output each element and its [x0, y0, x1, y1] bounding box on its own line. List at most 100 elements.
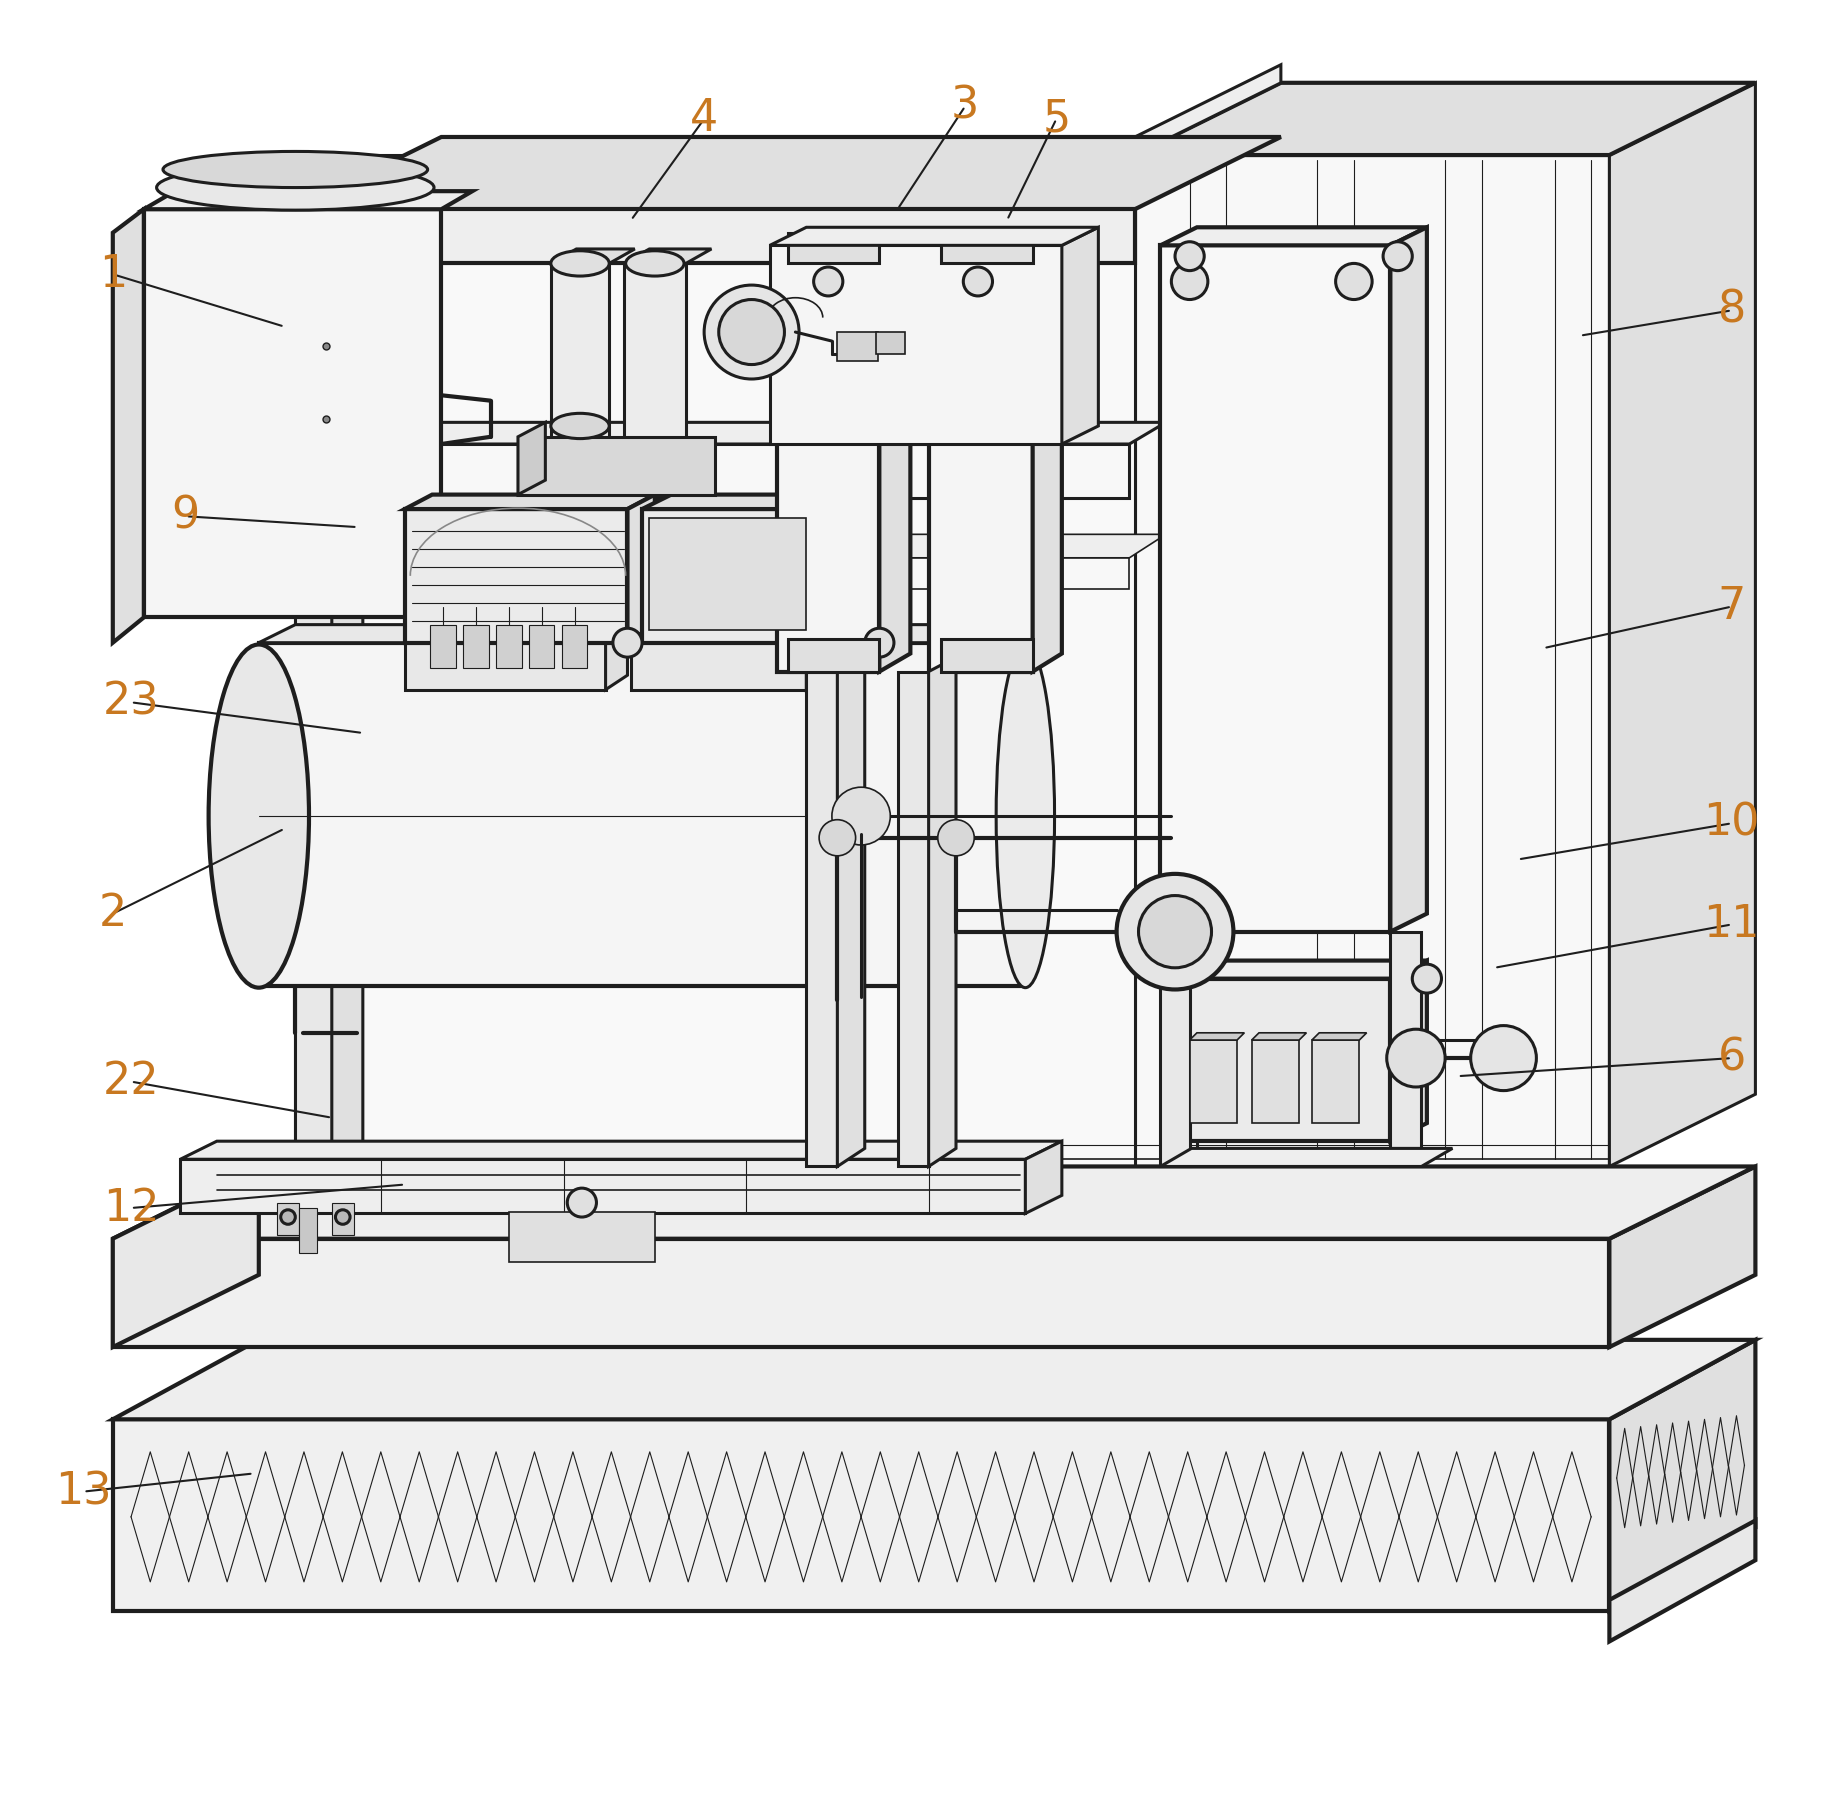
Circle shape [831, 788, 890, 844]
Bar [300, 1208, 316, 1254]
Polygon shape [897, 672, 929, 1167]
Circle shape [1175, 242, 1205, 271]
Polygon shape [771, 246, 1061, 444]
Polygon shape [112, 1420, 1609, 1611]
Polygon shape [942, 233, 1034, 264]
Polygon shape [929, 657, 956, 1167]
Text: 11: 11 [1703, 903, 1760, 946]
Polygon shape [1609, 1340, 1756, 1611]
Polygon shape [1135, 82, 1756, 155]
Circle shape [281, 1210, 296, 1225]
Text: 6: 6 [1718, 1037, 1745, 1079]
Polygon shape [1190, 1039, 1238, 1123]
Polygon shape [1160, 1148, 1453, 1167]
Text: 23: 23 [103, 681, 160, 724]
Polygon shape [789, 233, 879, 264]
Text: 8: 8 [1718, 289, 1745, 331]
Polygon shape [180, 1141, 1061, 1159]
Circle shape [1383, 242, 1412, 271]
Polygon shape [259, 624, 1061, 642]
Polygon shape [1171, 979, 1390, 1141]
Bar [430, 624, 456, 668]
Circle shape [1138, 895, 1212, 968]
Polygon shape [405, 510, 627, 642]
Text: 4: 4 [690, 98, 719, 140]
Polygon shape [805, 672, 837, 1167]
Circle shape [1471, 1026, 1536, 1090]
Polygon shape [112, 1239, 1609, 1347]
Polygon shape [789, 639, 879, 672]
Polygon shape [259, 642, 1026, 986]
Circle shape [612, 628, 642, 657]
Polygon shape [331, 197, 362, 1167]
Polygon shape [1609, 1167, 1756, 1347]
Polygon shape [405, 584, 627, 599]
Polygon shape [605, 584, 627, 690]
Polygon shape [642, 495, 842, 510]
Polygon shape [1390, 961, 1427, 1141]
Polygon shape [1171, 961, 1427, 979]
Polygon shape [1252, 1039, 1298, 1123]
Polygon shape [1160, 228, 1427, 246]
Polygon shape [362, 535, 1166, 557]
Polygon shape [805, 584, 828, 690]
Polygon shape [1135, 155, 1609, 1167]
Text: 12: 12 [103, 1187, 160, 1230]
Circle shape [1387, 1028, 1445, 1087]
Polygon shape [405, 495, 655, 510]
Circle shape [938, 819, 975, 855]
Polygon shape [296, 209, 1135, 264]
Bar [278, 1203, 300, 1236]
Polygon shape [296, 209, 331, 1167]
Polygon shape [631, 599, 805, 690]
Polygon shape [1160, 246, 1390, 932]
Polygon shape [879, 233, 910, 672]
Circle shape [813, 268, 842, 297]
Polygon shape [143, 191, 473, 209]
Circle shape [719, 300, 785, 364]
Polygon shape [1034, 233, 1061, 672]
Circle shape [1335, 264, 1372, 300]
Circle shape [964, 268, 993, 297]
Polygon shape [1190, 1032, 1245, 1039]
Polygon shape [552, 264, 609, 444]
Ellipse shape [625, 251, 684, 277]
Polygon shape [623, 264, 686, 444]
Ellipse shape [156, 166, 434, 209]
Polygon shape [942, 639, 1034, 672]
Circle shape [818, 819, 855, 855]
Circle shape [1171, 264, 1208, 300]
Polygon shape [552, 249, 634, 264]
Polygon shape [362, 444, 1129, 499]
Polygon shape [296, 155, 1135, 1167]
Polygon shape [180, 1159, 1026, 1214]
Ellipse shape [997, 644, 1054, 988]
Bar [561, 624, 587, 668]
Polygon shape [1160, 932, 1190, 1167]
Bar [509, 1212, 655, 1263]
Text: 2: 2 [99, 892, 127, 935]
Polygon shape [771, 228, 1098, 246]
Polygon shape [362, 557, 1129, 588]
Polygon shape [1135, 66, 1282, 155]
Circle shape [1412, 965, 1442, 994]
Circle shape [1116, 874, 1234, 990]
Text: 1: 1 [99, 253, 127, 295]
Polygon shape [1609, 82, 1756, 1167]
Polygon shape [642, 510, 813, 642]
Text: 7: 7 [1718, 584, 1745, 628]
Bar [331, 1203, 353, 1236]
Bar [649, 519, 805, 630]
Text: 9: 9 [171, 495, 200, 537]
Polygon shape [778, 251, 879, 672]
Polygon shape [1311, 1039, 1359, 1123]
Bar [530, 624, 555, 668]
Polygon shape [143, 209, 441, 617]
Text: 5: 5 [1043, 98, 1070, 140]
Polygon shape [1311, 1032, 1366, 1039]
Bar [463, 624, 489, 668]
Polygon shape [623, 249, 712, 264]
Polygon shape [519, 437, 715, 495]
Polygon shape [1061, 228, 1098, 444]
Polygon shape [1252, 1032, 1306, 1039]
